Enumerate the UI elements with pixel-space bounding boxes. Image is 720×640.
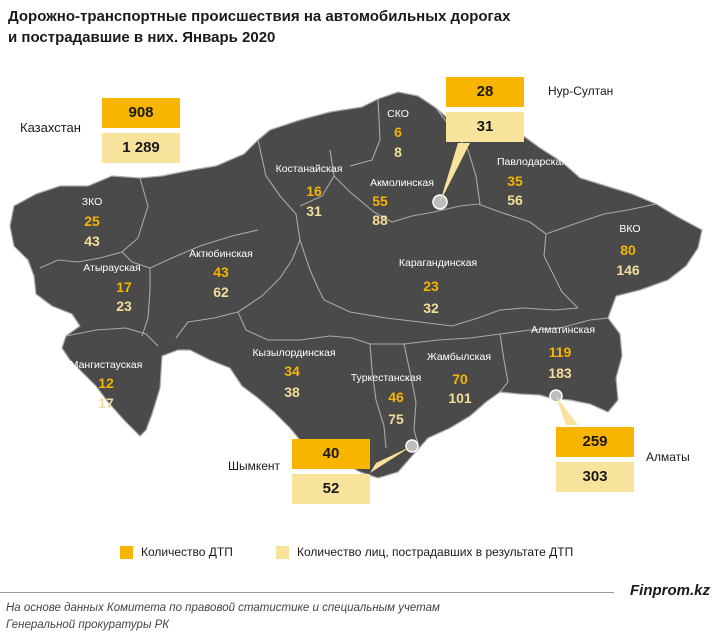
nur-sultan-label: Нур-Султан bbox=[548, 84, 614, 98]
source-note: На основе данных Комитета по правовой ст… bbox=[6, 600, 440, 634]
svg-text:146: 146 bbox=[616, 262, 640, 278]
shymkent-accidents: 40 bbox=[292, 439, 370, 469]
legend-injured: Количество лиц, пострадавших в результат… bbox=[276, 545, 573, 559]
kazakhstan-accidents: 908 bbox=[102, 98, 180, 128]
svg-text:17: 17 bbox=[116, 279, 132, 295]
svg-text:35: 35 bbox=[507, 173, 523, 189]
svg-text:34: 34 bbox=[284, 363, 300, 379]
region-turkestan: Туркестанская 46 75 bbox=[351, 372, 422, 427]
svg-text:Туркестанская: Туркестанская bbox=[351, 372, 422, 384]
region-akmola: Акмолинская 55 88 bbox=[370, 177, 434, 228]
svg-text:80: 80 bbox=[620, 242, 636, 258]
shymkent-label: Шымкент bbox=[228, 459, 281, 473]
region-aktobe: Актюбинская 43 62 bbox=[189, 248, 253, 300]
title-line-1: Дорожно-транспортные происшествия на авт… bbox=[8, 8, 511, 25]
svg-text:Атырауская: Атырауская bbox=[83, 262, 140, 274]
legend-injured-label: Количество лиц, пострадавших в результат… bbox=[297, 545, 574, 559]
region-karaganda: Карагандинская 23 32 bbox=[399, 257, 477, 316]
footer-divider bbox=[0, 592, 614, 593]
region-pavlodar: Павлодарская 35 56 bbox=[497, 156, 567, 208]
region-zko: ЗКО 25 43 bbox=[82, 196, 103, 249]
svg-text:12: 12 bbox=[98, 375, 114, 391]
svg-text:16: 16 bbox=[306, 183, 322, 199]
svg-text:СКО: СКО bbox=[387, 108, 409, 120]
svg-text:32: 32 bbox=[423, 300, 439, 316]
svg-text:Актюбинская: Актюбинская bbox=[189, 248, 253, 260]
svg-text:Костанайская: Костанайская bbox=[276, 163, 343, 175]
svg-text:Кызылординская: Кызылординская bbox=[252, 347, 335, 359]
svg-text:ЗКО: ЗКО bbox=[82, 196, 103, 208]
region-almaty: Алматинская 119 183 bbox=[531, 324, 595, 381]
map-title: Дорожно-транспортные происшествия на авт… bbox=[8, 6, 568, 48]
shymkent-injured: 52 bbox=[292, 474, 370, 504]
shymkent-pointer bbox=[370, 446, 412, 473]
legend-swatch-injured bbox=[276, 545, 289, 559]
kazakhstan-injured: 1 289 bbox=[102, 133, 180, 163]
region-kostanay: Костанайская 16 31 bbox=[276, 163, 343, 219]
kazakhstan-label: Казахстан bbox=[20, 120, 81, 135]
svg-text:56: 56 bbox=[507, 192, 523, 208]
brand-logo: Finprom.kz bbox=[629, 582, 710, 599]
svg-text:ВКО: ВКО bbox=[619, 223, 640, 235]
legend-swatch-accidents bbox=[120, 545, 133, 559]
almaty-injured: 303 bbox=[556, 462, 634, 492]
region-zhambyl: Жамбылская 70 101 bbox=[427, 351, 491, 406]
svg-text:Мангистауская: Мангистауская bbox=[70, 359, 143, 371]
svg-text:88: 88 bbox=[372, 212, 388, 228]
svg-text:23: 23 bbox=[116, 298, 132, 314]
region-atyrau: Атырауская 17 23 bbox=[83, 262, 140, 314]
nur-sultan-injured: 31 bbox=[446, 112, 524, 142]
svg-text:23: 23 bbox=[423, 278, 439, 294]
svg-text:25: 25 bbox=[84, 213, 100, 229]
svg-text:6: 6 bbox=[394, 124, 402, 140]
almaty-accidents: 259 bbox=[556, 427, 634, 457]
svg-text:Павлодарская: Павлодарская bbox=[497, 156, 567, 168]
svg-text:43: 43 bbox=[213, 264, 229, 280]
svg-text:43: 43 bbox=[84, 233, 100, 249]
svg-text:70: 70 bbox=[452, 371, 468, 387]
region-mangistau: Мангистауская 12 17 bbox=[70, 359, 143, 411]
region-sko: СКО 6 8 bbox=[387, 108, 409, 160]
almaty-pointer bbox=[556, 396, 578, 425]
svg-text:Акмолинская: Акмолинская bbox=[370, 177, 434, 189]
svg-text:119: 119 bbox=[549, 344, 572, 360]
svg-text:Карагандинская: Карагандинская bbox=[399, 257, 477, 269]
svg-text:183: 183 bbox=[548, 365, 572, 381]
title-line-2: и пострадавшие в них. Январь 2020 bbox=[8, 29, 276, 46]
svg-text:38: 38 bbox=[284, 384, 300, 400]
svg-text:8: 8 bbox=[394, 144, 402, 160]
region-kyzylorda: Кызылординская 34 38 bbox=[252, 347, 335, 400]
svg-text:Жамбылская: Жамбылская bbox=[427, 351, 491, 363]
svg-text:Алматинская: Алматинская bbox=[531, 324, 595, 336]
almaty-label: Алматы bbox=[646, 450, 690, 464]
svg-text:46: 46 bbox=[388, 389, 404, 405]
svg-text:17: 17 bbox=[98, 395, 114, 411]
nur-sultan-accidents: 28 bbox=[446, 77, 524, 107]
source-line-1: На основе данных Комитета по правовой ст… bbox=[6, 602, 440, 614]
svg-text:31: 31 bbox=[306, 203, 322, 219]
legend-accidents: Количество ДТП bbox=[120, 545, 233, 559]
svg-text:101: 101 bbox=[448, 390, 472, 406]
region-vko: ВКО 80 146 bbox=[616, 223, 640, 278]
svg-text:62: 62 bbox=[213, 284, 229, 300]
region-borders bbox=[39, 98, 657, 449]
svg-text:75: 75 bbox=[388, 411, 404, 427]
nur-sultan-pointer bbox=[440, 143, 470, 202]
legend-accidents-label: Количество ДТП bbox=[141, 545, 233, 559]
svg-text:55: 55 bbox=[372, 193, 388, 209]
source-line-2: Генеральной прокуратуры РК bbox=[6, 619, 170, 631]
region-labels: ЗКО 25 43 Атырауская 17 23 Мангистауская… bbox=[70, 108, 641, 427]
